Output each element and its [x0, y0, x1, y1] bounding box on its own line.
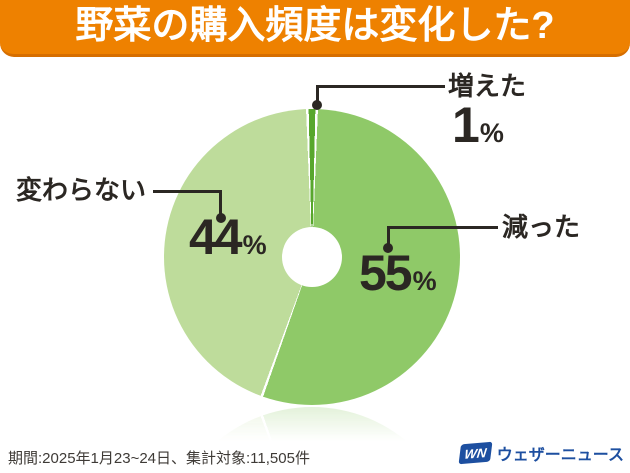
leader-line-decreased-vertical [387, 226, 390, 245]
slice-value-increased-unit: % [479, 118, 504, 148]
page-title: 野菜の購入頻度は変化した? [75, 5, 555, 47]
brand-name: ウェザーニュース [496, 447, 624, 464]
slice-value-decreased-number: 55 [359, 245, 413, 301]
slice-label-increased: 増えた [448, 71, 527, 101]
leader-dot-decreased [383, 243, 393, 253]
slice-value-decreased: 55 % [359, 248, 437, 298]
leader-line-increased-horizontal [316, 85, 445, 88]
pie-reflection [164, 407, 460, 447]
weathernews-logo: WN ウェザーニュース [458, 441, 624, 465]
wn-logo-icon: WN [458, 441, 493, 465]
slice-value-decreased-unit: % [412, 266, 437, 296]
slice-value-unchanged-number: 44 [189, 209, 243, 265]
leader-dot-increased [312, 100, 322, 110]
leader-line-increased-vertical [316, 85, 319, 103]
title-banner: 野菜の購入頻度は変化した? [0, 0, 630, 57]
leader-dot-unchanged [216, 213, 226, 223]
slice-value-unchanged-unit: % [242, 230, 267, 260]
survey-note: 期間:2025年1月23~24日、集計対象:11,505件 [8, 450, 310, 467]
slice-value-unchanged: 44 % [189, 212, 267, 262]
leader-line-unchanged-vertical [219, 190, 222, 216]
slice-value-increased: 1 % [452, 100, 504, 150]
slice-label-unchanged: 変わらない [16, 175, 147, 205]
pie-reflection-image [164, 407, 460, 447]
slice-value-increased-number: 1 [452, 97, 480, 153]
slice-label-decreased: 減った [502, 212, 581, 242]
leader-line-decreased-horizontal [387, 226, 498, 229]
pie-center-hole [282, 227, 342, 287]
leader-line-unchanged-horizontal [153, 190, 222, 193]
